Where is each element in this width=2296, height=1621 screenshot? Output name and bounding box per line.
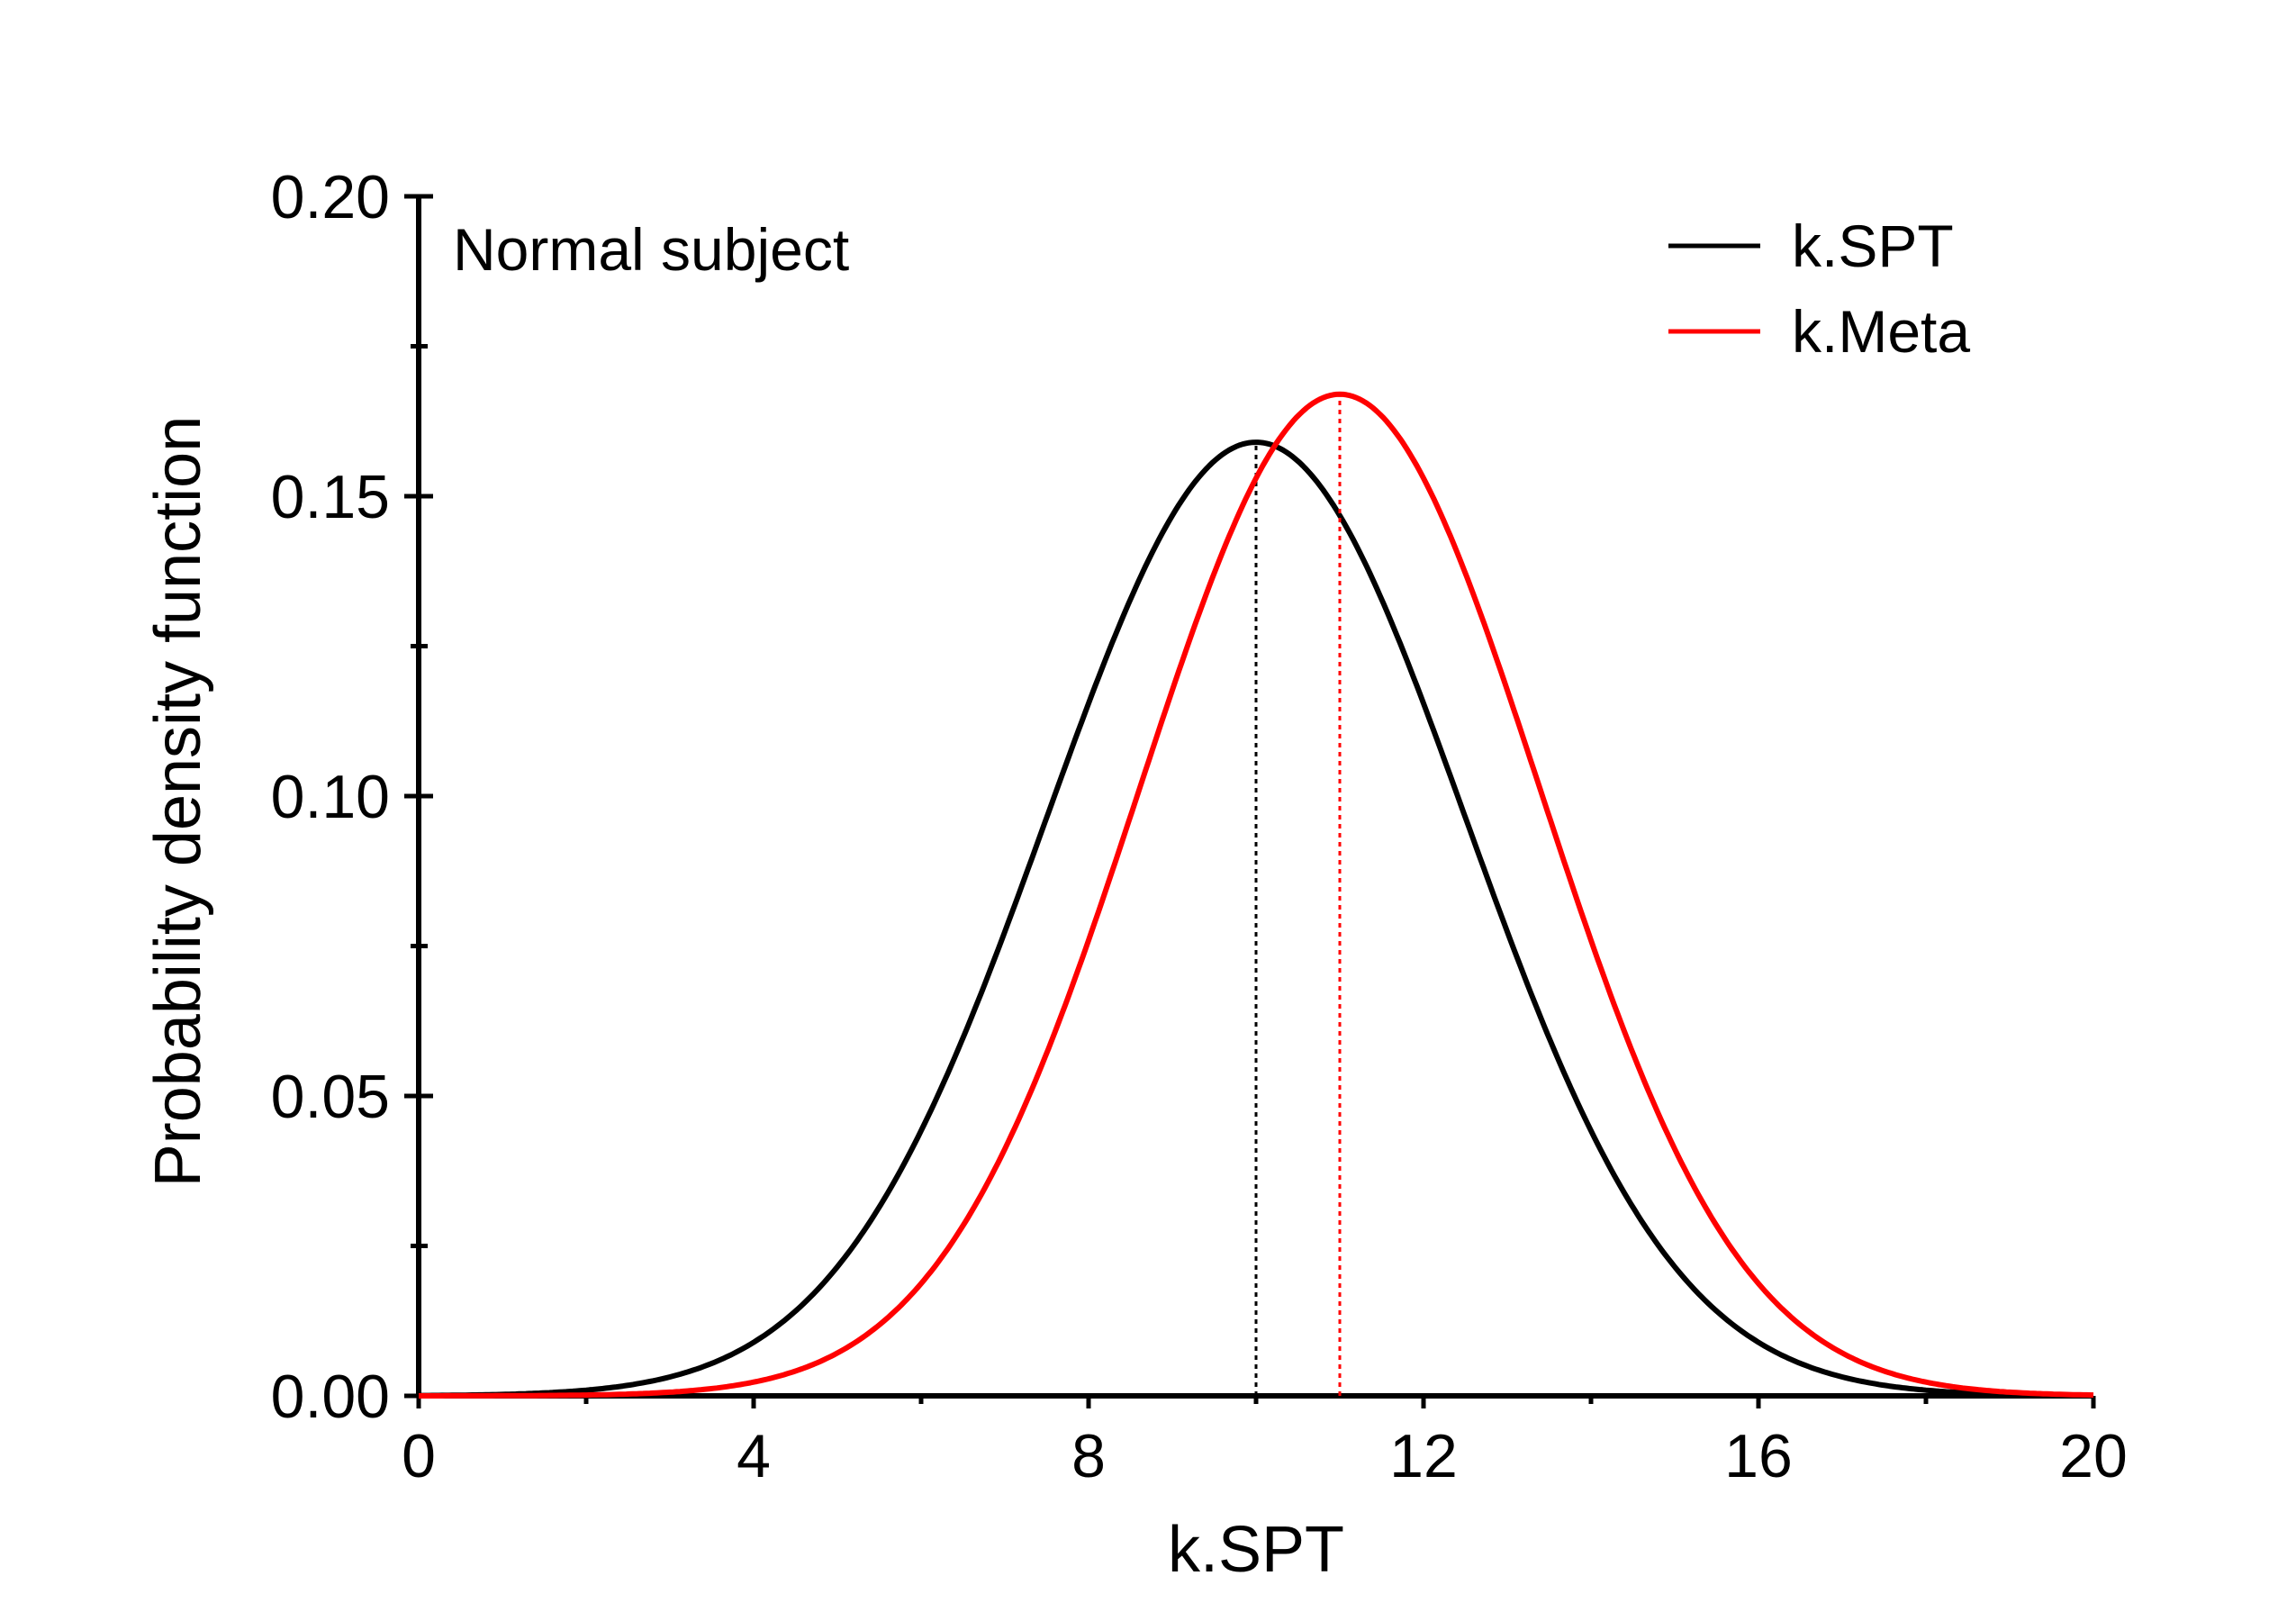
tick-labels: 0 4 8 12 16 20 0.00 0.05 0.10 0.15 0.20 — [271, 163, 2128, 1490]
legend-label-kspt: k.SPT — [1792, 213, 1954, 279]
x-tick-label: 20 — [2059, 1422, 2128, 1490]
y-tick-label: 0.15 — [271, 463, 390, 531]
y-tick-label: 0.05 — [271, 1063, 390, 1131]
x-tick-label: 4 — [737, 1422, 771, 1490]
series-line-k-spt — [419, 439, 2093, 1399]
y-axis-title: Probability density function — [142, 416, 214, 1187]
x-axis-title: k.SPT — [1168, 1514, 1344, 1586]
annotation-text: Normal subject — [453, 216, 849, 283]
x-tick-label: 8 — [1071, 1422, 1106, 1490]
x-tick-label: 12 — [1389, 1422, 1458, 1490]
legend-label-kmeta: k.Meta — [1792, 298, 1970, 365]
y-tick-label: 0.00 — [271, 1363, 390, 1431]
axes — [404, 194, 2096, 1408]
series-line-k-meta — [419, 391, 2094, 1399]
curves — [419, 391, 2094, 1399]
x-tick-label: 16 — [1724, 1422, 1793, 1490]
legend: k.SPT k.Meta — [1668, 213, 1970, 365]
y-tick-label: 0.20 — [271, 163, 390, 231]
x-tick-label: 0 — [402, 1422, 436, 1490]
y-tick-label: 0.10 — [271, 763, 390, 831]
